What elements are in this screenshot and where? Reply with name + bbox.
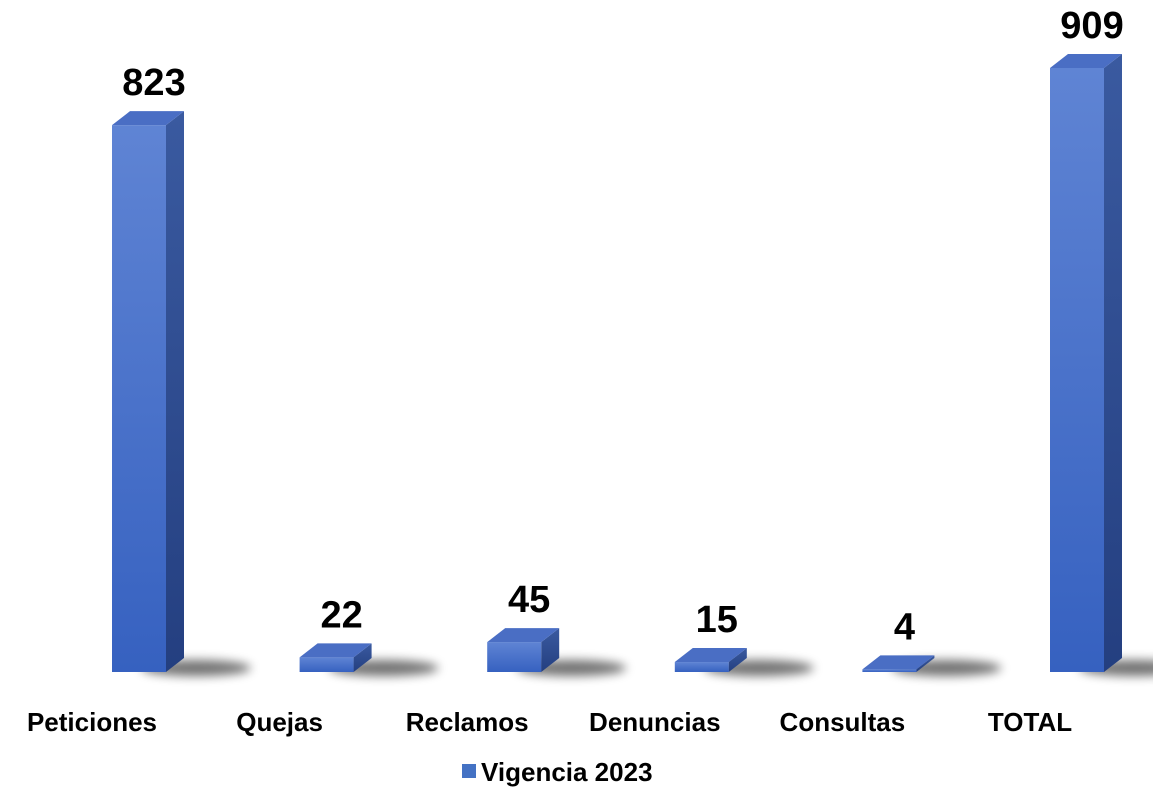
bar-top — [674, 648, 747, 663]
bar-front — [299, 657, 354, 672]
bar — [487, 628, 560, 672]
bar-front — [674, 662, 729, 672]
data-label: 823 — [122, 62, 185, 104]
bar-side — [541, 628, 560, 672]
x-tick-label: Peticiones — [27, 707, 157, 737]
bar-top — [299, 643, 372, 658]
legend-swatch — [462, 764, 476, 778]
bar-top — [1050, 54, 1122, 68]
bar-top — [862, 655, 935, 670]
bar-side — [1104, 54, 1122, 672]
bar-side — [166, 111, 184, 673]
x-tick-label: Consultas — [780, 707, 906, 737]
bar-front — [112, 125, 166, 673]
data-label: 4 — [894, 606, 915, 648]
bar-front — [1050, 68, 1104, 672]
bar — [862, 655, 935, 672]
bar — [299, 643, 372, 672]
bar-front — [487, 642, 542, 672]
x-tick-label: Reclamos — [406, 707, 529, 737]
x-tick-label: Denuncias — [589, 707, 721, 737]
bar — [1050, 54, 1122, 672]
data-label: 45 — [508, 579, 550, 621]
bar-side — [916, 655, 935, 672]
x-tick-label: TOTAL — [988, 707, 1072, 737]
data-label: 15 — [696, 599, 738, 641]
bar — [112, 111, 184, 673]
bar-top — [487, 628, 560, 643]
bar-top — [112, 111, 184, 126]
bar-side — [728, 648, 747, 672]
bar-side — [353, 643, 372, 672]
bar-front — [862, 669, 917, 672]
legend-label: Vigencia 2023 — [481, 757, 653, 787]
data-label: 909 — [1060, 5, 1123, 47]
data-label: 22 — [320, 594, 362, 636]
bar — [674, 648, 747, 672]
x-tick-label: Quejas — [236, 707, 323, 737]
